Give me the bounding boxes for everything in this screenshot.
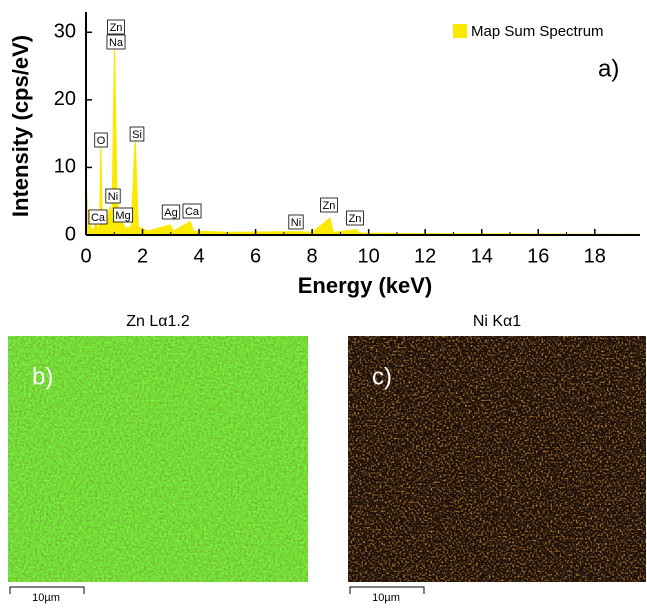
zn-map-texture xyxy=(8,336,308,582)
y-tick-label: 0 xyxy=(65,223,76,245)
peak-label: Ni xyxy=(108,191,118,203)
peak-label: Zn xyxy=(323,200,336,212)
chart: Map Sum Spectrum 0 10 20 30 0 2 4 6 8 10 12 14 16 18 En… xyxy=(8,12,640,298)
peak-label: Zn xyxy=(349,213,362,225)
scale-bar-label: 10µm xyxy=(372,592,400,604)
peak-label: Ca xyxy=(91,212,106,224)
peak-label-box xyxy=(94,132,108,148)
peak-label: Ag xyxy=(164,207,177,219)
peak-label: Mg xyxy=(115,210,130,222)
x-tick-label: 14 xyxy=(471,245,493,267)
peak-label-box xyxy=(182,203,202,219)
peak-label-box xyxy=(112,207,134,223)
peak-label-box xyxy=(346,210,364,226)
peak-label-box xyxy=(129,126,145,142)
y-tick-label: 10 xyxy=(54,156,76,178)
peak-label-box xyxy=(107,19,125,35)
peak-label: Na xyxy=(109,37,124,49)
panel-label: b) xyxy=(32,363,53,390)
panel-title: Zn Lα1.2 xyxy=(126,313,190,330)
peak-label-box xyxy=(106,34,126,50)
spectrum-area xyxy=(85,42,638,236)
y-tick-label: 30 xyxy=(54,21,76,43)
x-tick-label: 10 xyxy=(358,245,380,267)
peak-label: Ni xyxy=(291,217,301,229)
panels: Zn Lα1.2 b) 10µm Ni Kα1 c) 10µm xyxy=(9,313,521,604)
legend-label: Map Sum Spectrum xyxy=(471,23,604,40)
ni-map-texture xyxy=(348,336,646,582)
legend-swatch xyxy=(453,24,467,38)
x-axis-title: Energy (keV) xyxy=(298,273,433,298)
peak-label-box xyxy=(88,209,108,225)
peak-label: Si xyxy=(132,129,142,141)
x-tick-label: 4 xyxy=(193,245,204,267)
x-tick-label: 6 xyxy=(250,245,261,267)
panel-label: c) xyxy=(372,363,392,390)
x-tick-label: 2 xyxy=(137,245,148,267)
x-tick-label: 18 xyxy=(584,245,606,267)
peak-label-box xyxy=(161,204,181,220)
peak-label-box xyxy=(105,188,121,204)
peak-label: Ca xyxy=(185,206,200,218)
x-tick-label: 16 xyxy=(527,245,549,267)
peak-label-box xyxy=(288,214,304,230)
peak-label: Zn xyxy=(110,22,123,34)
panel-title: Ni Kα1 xyxy=(473,313,521,330)
peak-label-box xyxy=(320,197,338,213)
scale-bar xyxy=(349,586,425,594)
x-tick-label: 8 xyxy=(307,245,318,267)
scale-bar xyxy=(9,586,85,594)
y-tick-label: 20 xyxy=(54,88,76,110)
peak-label: O xyxy=(97,135,106,147)
panel-label: a) xyxy=(598,55,619,82)
x-tick-label: 12 xyxy=(414,245,436,267)
scale-bar-label: 10µm xyxy=(32,592,60,604)
x-tick-label: 0 xyxy=(80,245,91,267)
y-axis-title: Intensity (cps/eV) xyxy=(8,35,33,217)
